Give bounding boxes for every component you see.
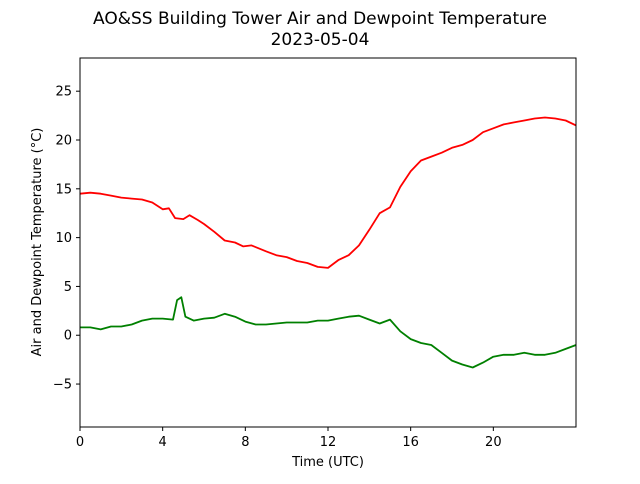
y-tick-label: 10 <box>55 231 72 246</box>
x-tick-label: 0 <box>76 435 84 450</box>
plot-frame <box>79 57 577 428</box>
x-tick-label: 20 <box>485 435 502 450</box>
y-tick-label: −5 <box>53 378 72 393</box>
y-tick-label: 0 <box>64 329 72 344</box>
y-axis-ticks: −5 0 5 10 15 20 25 <box>53 85 80 393</box>
x-axis-ticks: 0 4 8 12 16 20 <box>76 427 502 450</box>
y-tick-label: 25 <box>55 85 72 100</box>
y-tick-label: 5 <box>64 280 72 295</box>
series-line-1 <box>79 116 577 269</box>
chart-subtitle: 2023-05-04 <box>271 30 370 50</box>
chart-title: AO&SS Building Tower Air and Dewpoint Te… <box>93 9 547 29</box>
y-tick-label: 15 <box>55 182 72 197</box>
x-tick-label: 4 <box>159 435 167 450</box>
x-tick-label: 12 <box>320 435 337 450</box>
x-tick-label: 8 <box>241 435 249 450</box>
series-line-2 <box>80 296 577 369</box>
x-axis-label: Time (UTC) <box>291 455 364 470</box>
plot-lines <box>79 116 577 369</box>
y-axis-label: Air and Dewpoint Temperature (°C) <box>30 128 45 357</box>
x-tick-label: 16 <box>402 435 419 450</box>
y-tick-label: 20 <box>55 134 72 149</box>
